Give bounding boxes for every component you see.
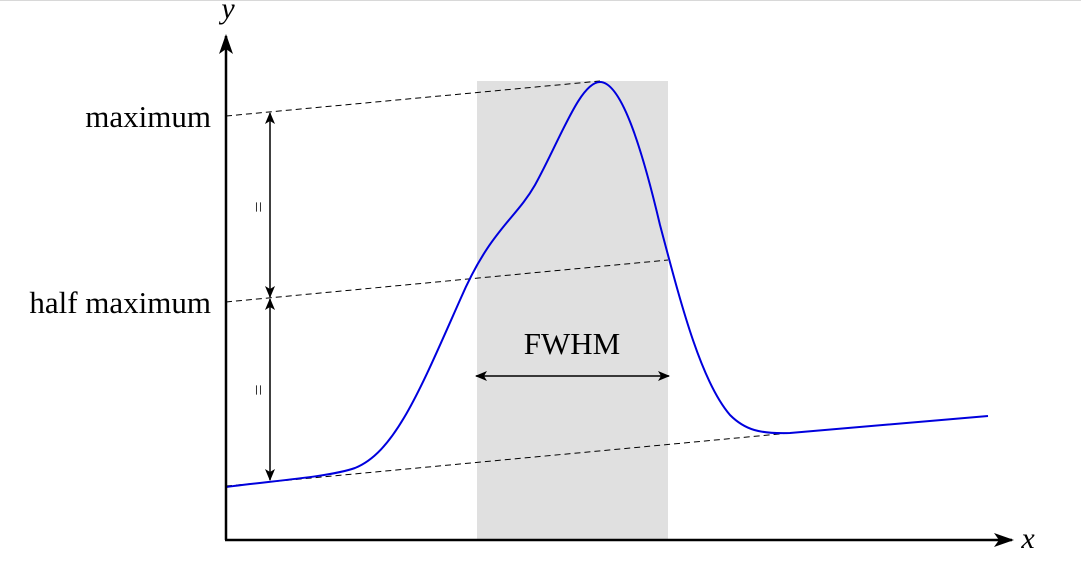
maximum-dashed-line	[225, 80, 601, 117]
fwhm-band	[477, 81, 668, 540]
lower-equal-sign: =	[246, 384, 268, 395]
upper-equal-sign: =	[246, 201, 268, 212]
half-maximum-dashed-line	[225, 259, 669, 303]
baseline-dashed-line	[225, 432, 791, 487]
x-axis-label: x	[1020, 522, 1035, 555]
maximum-label: maximum	[85, 99, 211, 134]
half-maximum-label: half maximum	[29, 285, 211, 320]
y-axis-label: y	[218, 0, 235, 25]
signal-curve	[225, 80, 989, 488]
fwhm-label: FWHM	[524, 326, 620, 361]
